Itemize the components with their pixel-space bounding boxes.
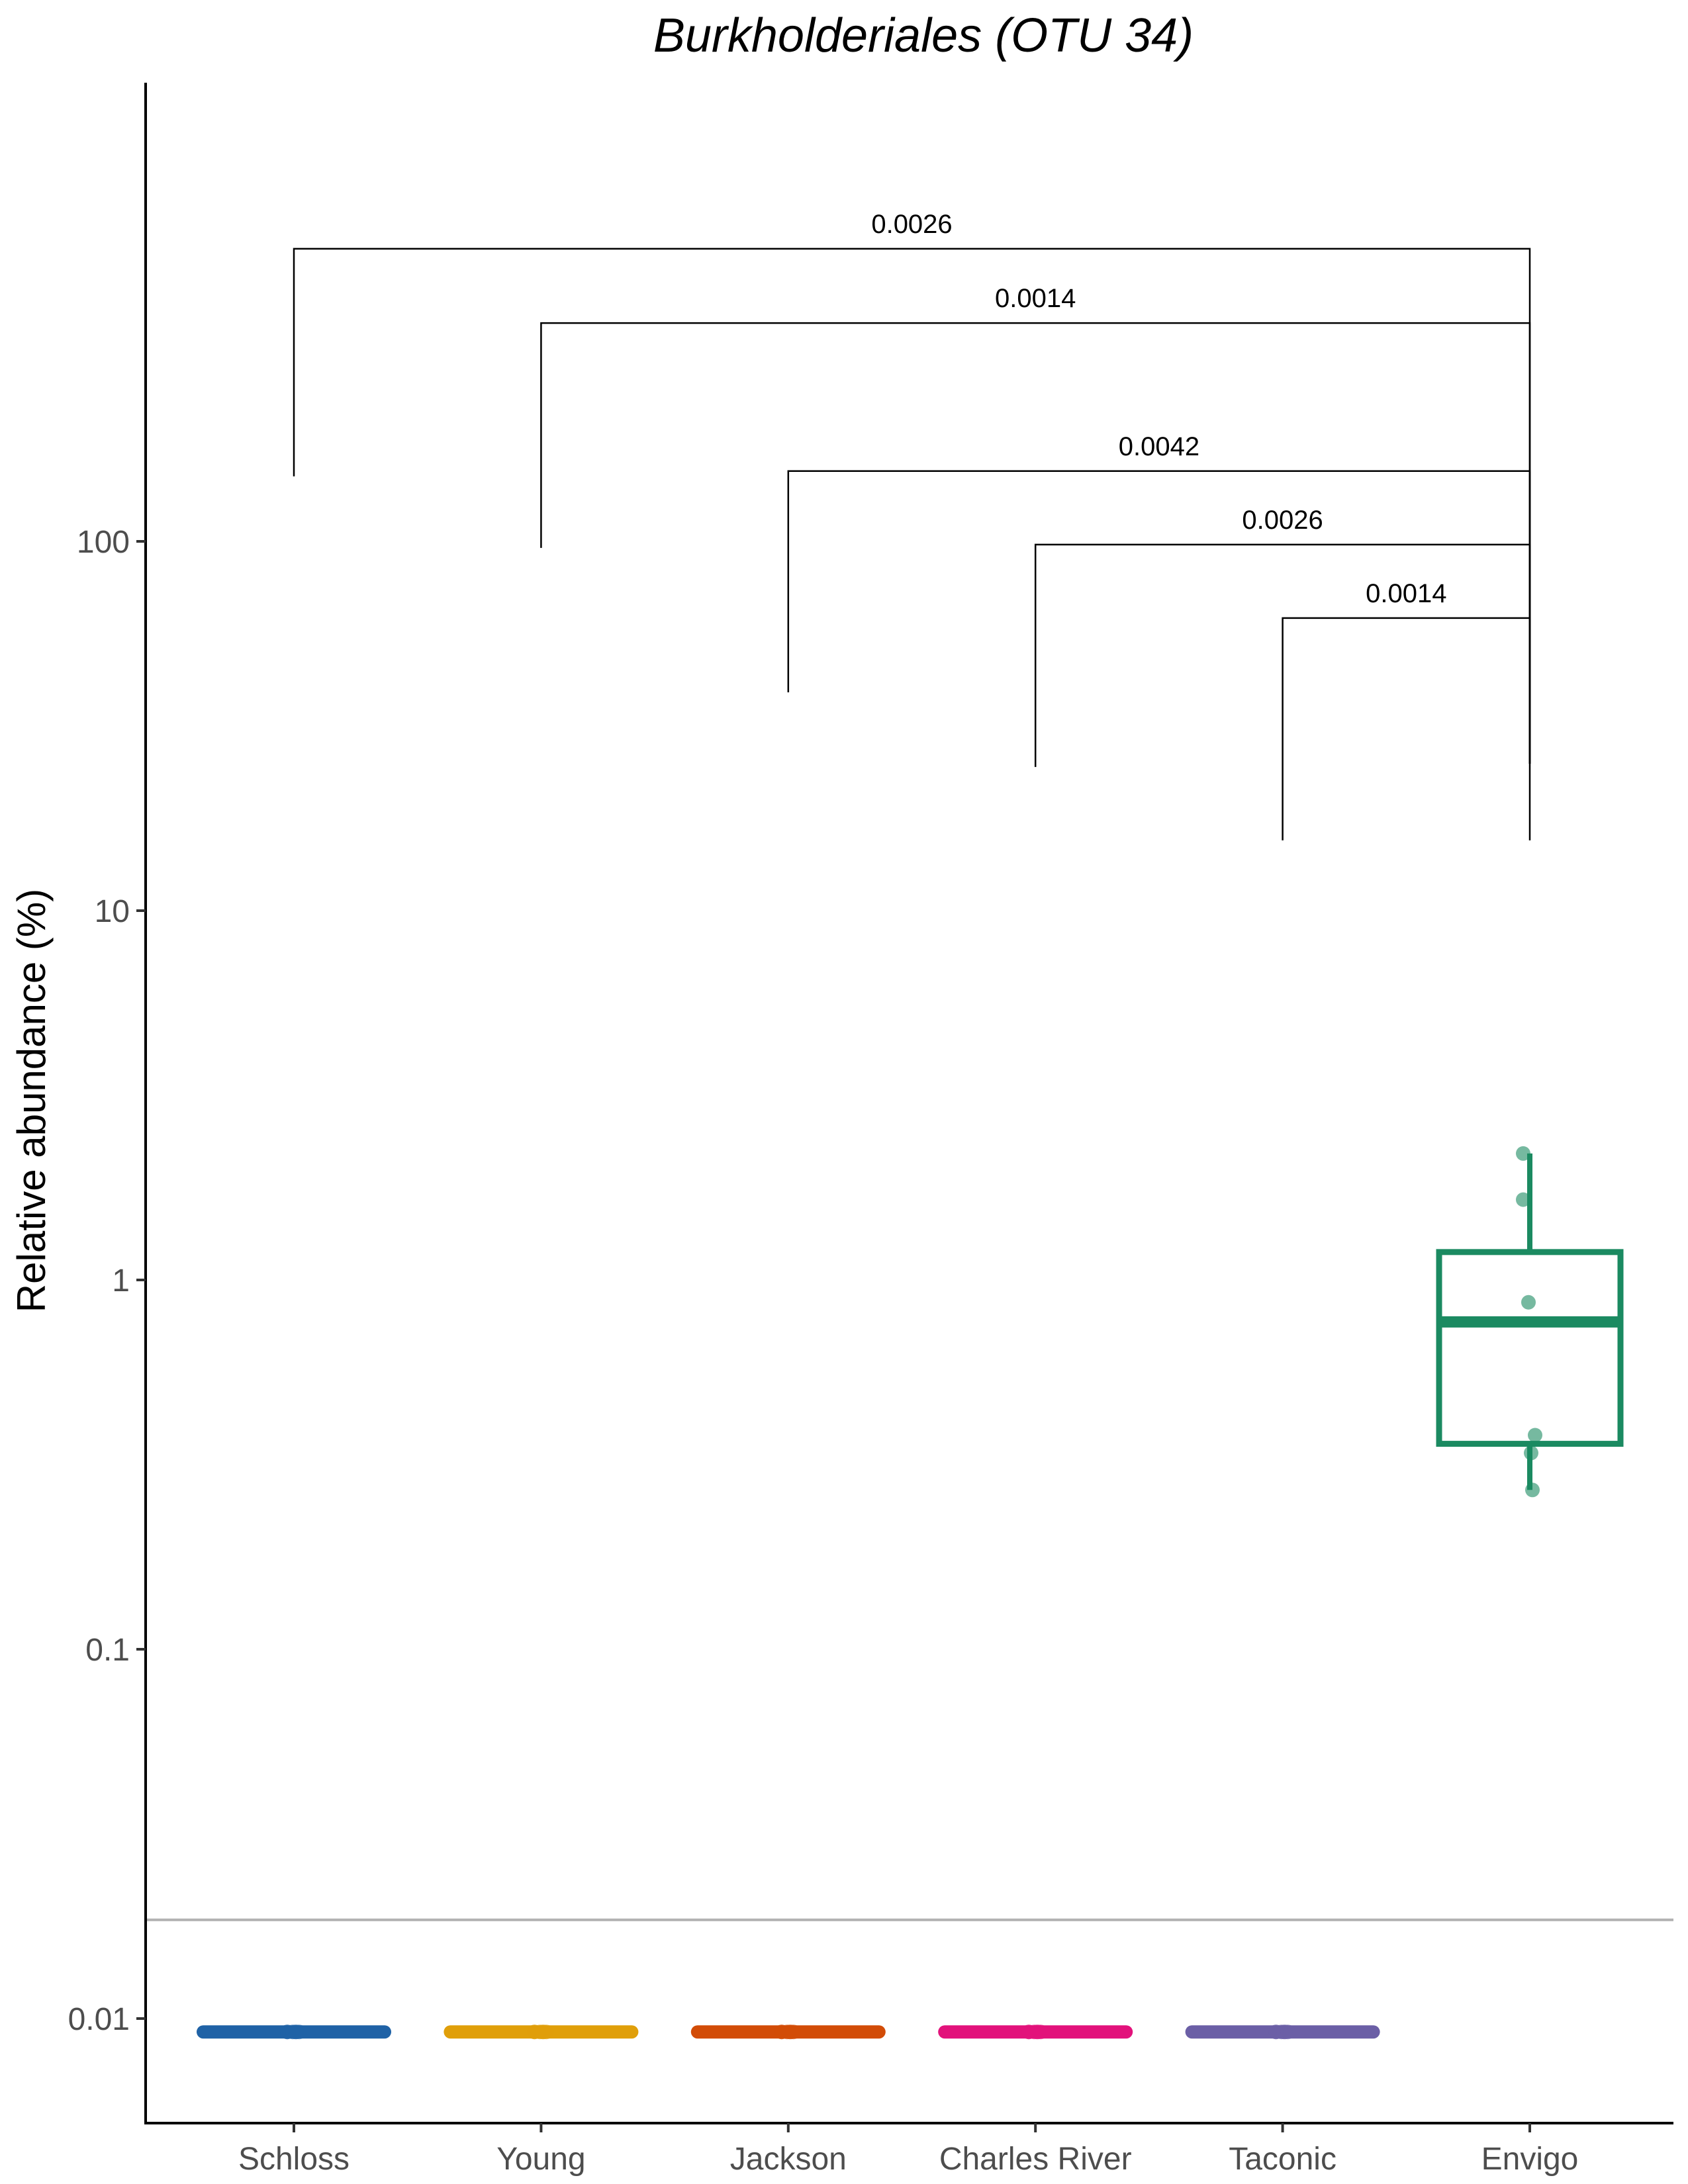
data-point bbox=[783, 2025, 798, 2040]
chart-title: Burkholderiales (OTU 34) bbox=[653, 9, 1194, 62]
bracket-p-value: 0.0014 bbox=[995, 284, 1076, 313]
bracket-p-value: 0.0026 bbox=[871, 210, 952, 239]
data-point bbox=[1521, 1295, 1536, 1310]
data-point bbox=[1524, 1445, 1538, 1461]
data-point bbox=[1528, 1428, 1542, 1443]
bracket-p-value: 0.0026 bbox=[1242, 506, 1323, 535]
y-tick-label: 100 bbox=[77, 525, 130, 560]
data-points bbox=[280, 1146, 1542, 2040]
y-ticks: 0.01 0.1 1 10 100 bbox=[68, 525, 146, 2037]
x-tick-label: Schloss bbox=[238, 2142, 350, 2177]
bracket-line bbox=[293, 248, 1531, 764]
data-point bbox=[1031, 2025, 1046, 2040]
data-point bbox=[289, 2025, 304, 2040]
axes bbox=[144, 83, 1673, 2124]
box-iqr bbox=[1436, 1249, 1624, 1447]
data-point bbox=[1525, 1482, 1540, 1498]
x-tick-label: Envigo bbox=[1481, 2142, 1579, 2177]
bracket-p-value: 0.0014 bbox=[1366, 579, 1446, 608]
bracket-line bbox=[1282, 617, 1531, 841]
x-ticks: Schloss Young Jackson Charles River Taconic E… bbox=[238, 2123, 1578, 2177]
y-tick-label: 0.1 bbox=[85, 1633, 130, 1668]
y-tick-label: 10 bbox=[95, 894, 130, 929]
y-tick-label: 1 bbox=[112, 1263, 130, 1298]
data-point bbox=[1516, 1192, 1530, 1207]
x-tick-label: Taconic bbox=[1229, 2142, 1336, 2177]
bracket-taconic-vs-envigo: 0.0014 bbox=[1282, 579, 1531, 841]
data-point bbox=[1516, 1146, 1530, 1161]
data-point bbox=[1278, 2025, 1293, 2040]
data-point bbox=[536, 2025, 551, 2040]
bracket-p-value: 0.0042 bbox=[1119, 432, 1199, 461]
x-tick-label: Jackson bbox=[730, 2142, 847, 2177]
x-tick-label: Charles River bbox=[939, 2142, 1132, 2177]
y-tick-label: 0.01 bbox=[68, 2002, 130, 2037]
y-axis-label: Relative abundance (%) bbox=[9, 889, 54, 1312]
bracket-schloss-vs-envigo: 0.0026 bbox=[293, 210, 1531, 764]
boxes bbox=[197, 1153, 1624, 2039]
significance-brackets: 0.0026 0.0014 0.0042 0.0026 0.0014 bbox=[293, 210, 1531, 841]
x-tick-label: Young bbox=[496, 2142, 585, 2177]
